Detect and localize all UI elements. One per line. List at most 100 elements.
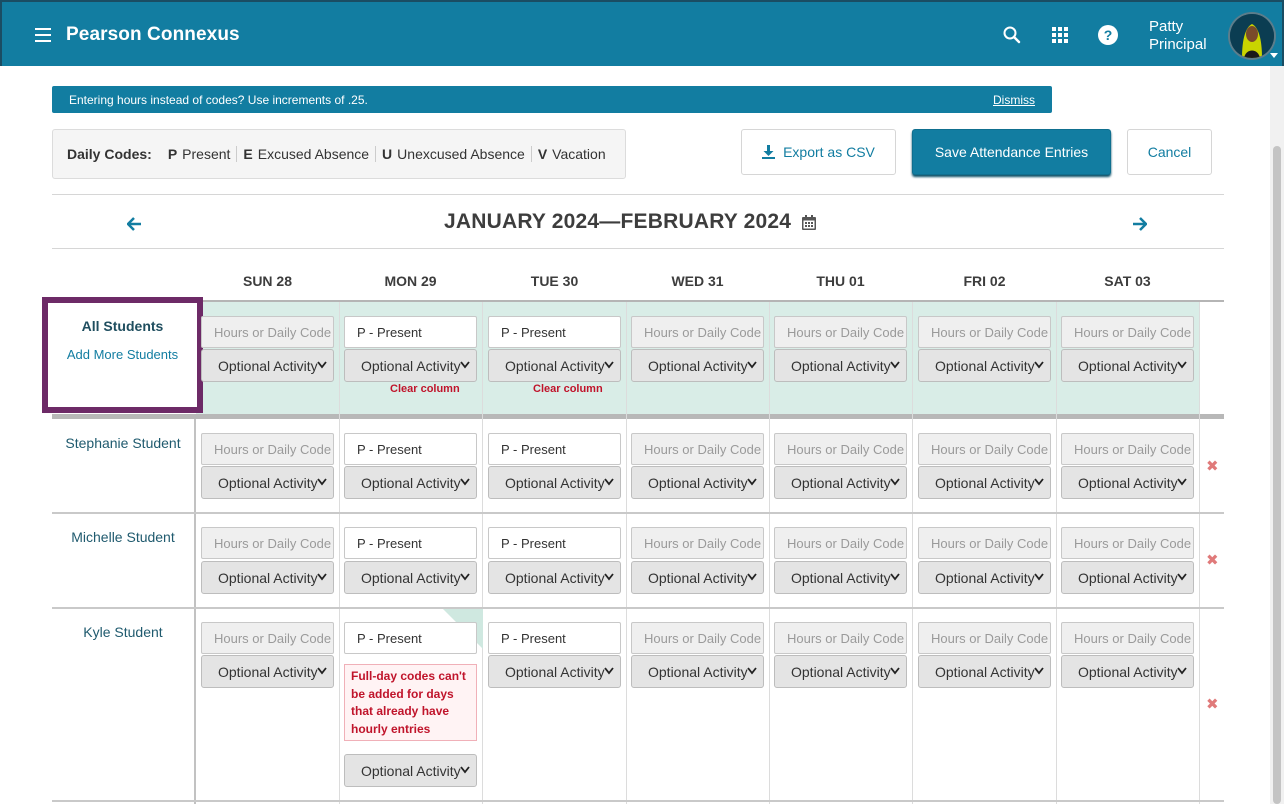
- hours-input[interactable]: [631, 622, 764, 654]
- hours-input[interactable]: [631, 527, 764, 559]
- activity-select[interactable]: Optional Activity: [344, 754, 477, 787]
- remove-student-icon[interactable]: ✖: [1206, 696, 1219, 713]
- clear-column-link[interactable]: Clear column: [390, 383, 460, 395]
- chevron-down-icon[interactable]: [1270, 53, 1278, 58]
- arrow-left-icon[interactable]: [126, 217, 143, 231]
- calendar-icon[interactable]: [802, 215, 816, 235]
- add-more-students-link[interactable]: Add More Students: [66, 347, 179, 362]
- activity-select[interactable]: Optional Activity: [918, 466, 1051, 499]
- activity-select[interactable]: Optional Activity: [344, 466, 477, 499]
- all-students-cell: All Students Add More Students: [42, 297, 203, 413]
- code-excused: E Excused Absence: [236, 146, 375, 162]
- chevron-down-icon: [1177, 667, 1187, 675]
- activity-select[interactable]: Optional Activity: [201, 655, 334, 688]
- save-attendance-button[interactable]: Save Attendance Entries: [912, 129, 1111, 175]
- activity-select[interactable]: Optional Activity: [1061, 655, 1194, 688]
- hours-input[interactable]: [201, 316, 334, 348]
- activity-select[interactable]: Optional Activity: [631, 561, 764, 594]
- activity-select[interactable]: Optional Activity: [201, 349, 334, 382]
- activity-select[interactable]: Optional Activity: [344, 349, 477, 382]
- activity-select[interactable]: Optional Activity: [201, 561, 334, 594]
- activity-select[interactable]: Optional Activity: [774, 466, 907, 499]
- hours-input[interactable]: [918, 527, 1051, 559]
- activity-select[interactable]: Optional Activity: [918, 655, 1051, 688]
- day-header: THU 01: [816, 273, 865, 289]
- hours-input[interactable]: [1061, 316, 1194, 348]
- activity-select[interactable]: Optional Activity: [631, 349, 764, 382]
- hours-input[interactable]: [774, 316, 907, 348]
- chevron-down-icon: [1177, 573, 1187, 581]
- activity-select[interactable]: Optional Activity: [344, 561, 477, 594]
- chevron-down-icon: [317, 573, 327, 581]
- student-name[interactable]: Kyle Student: [83, 624, 163, 640]
- hours-input[interactable]: [774, 527, 907, 559]
- hours-input[interactable]: [631, 316, 764, 348]
- apps-grid-icon[interactable]: [1047, 22, 1073, 48]
- hours-input[interactable]: [918, 316, 1051, 348]
- hours-input[interactable]: [344, 316, 477, 348]
- hours-input[interactable]: [344, 622, 477, 654]
- scrollbar-thumb[interactable]: [1273, 146, 1281, 804]
- hours-input[interactable]: [1061, 433, 1194, 465]
- banner-text: Entering hours instead of codes? Use inc…: [69, 93, 368, 107]
- hours-input[interactable]: [631, 433, 764, 465]
- hours-input[interactable]: [918, 622, 1051, 654]
- chevron-down-icon: [317, 478, 327, 486]
- hours-input[interactable]: [488, 433, 621, 465]
- activity-select[interactable]: Optional Activity: [774, 349, 907, 382]
- search-icon[interactable]: [999, 22, 1025, 48]
- column-divider: [339, 302, 340, 804]
- student-name[interactable]: Michelle Student: [71, 529, 175, 545]
- chevron-down-icon: [747, 478, 757, 486]
- hours-input[interactable]: [918, 433, 1051, 465]
- hours-input[interactable]: [201, 622, 334, 654]
- menu-icon[interactable]: [35, 28, 51, 42]
- activity-select[interactable]: Optional Activity: [774, 655, 907, 688]
- hours-input[interactable]: [201, 433, 334, 465]
- activity-select[interactable]: Optional Activity: [631, 466, 764, 499]
- activity-select[interactable]: Optional Activity: [488, 349, 621, 382]
- hours-input[interactable]: [774, 433, 907, 465]
- day-header: SUN 28: [242, 273, 293, 289]
- codes-label: Daily Codes:: [67, 146, 152, 162]
- hours-input[interactable]: [774, 622, 907, 654]
- activity-select[interactable]: Optional Activity: [918, 561, 1051, 594]
- remove-student-icon[interactable]: ✖: [1206, 552, 1219, 569]
- hours-input[interactable]: [488, 622, 621, 654]
- chevron-down-icon: [604, 573, 614, 581]
- remove-student-icon[interactable]: ✖: [1206, 458, 1219, 475]
- hours-input[interactable]: [344, 433, 477, 465]
- cancel-button[interactable]: Cancel: [1127, 129, 1212, 175]
- activity-select[interactable]: Optional Activity: [488, 655, 621, 688]
- activity-select[interactable]: Optional Activity: [1061, 349, 1194, 382]
- activity-select[interactable]: Optional Activity: [774, 561, 907, 594]
- hours-input[interactable]: [488, 316, 621, 348]
- user-name[interactable]: Patty Principal: [1149, 18, 1207, 54]
- activity-select[interactable]: Optional Activity: [488, 561, 621, 594]
- hours-input[interactable]: [201, 527, 334, 559]
- row-divider: [52, 607, 1224, 609]
- hours-input[interactable]: [1061, 622, 1194, 654]
- dismiss-link[interactable]: Dismiss: [993, 93, 1035, 107]
- activity-select[interactable]: Optional Activity: [631, 655, 764, 688]
- chevron-down-icon: [460, 766, 470, 774]
- student-name[interactable]: Stephanie Student: [65, 435, 181, 451]
- export-csv-button[interactable]: Export as CSV: [741, 129, 896, 175]
- column-divider: [1199, 302, 1200, 804]
- activity-select[interactable]: Optional Activity: [1061, 466, 1194, 499]
- activity-select[interactable]: Optional Activity: [488, 466, 621, 499]
- avatar[interactable]: [1228, 12, 1276, 60]
- hours-input[interactable]: [488, 527, 621, 559]
- hours-input[interactable]: [344, 527, 477, 559]
- chevron-down-icon: [1177, 478, 1187, 486]
- clear-column-link[interactable]: Clear column: [533, 383, 603, 395]
- activity-select[interactable]: Optional Activity: [918, 349, 1051, 382]
- hours-input[interactable]: [1061, 527, 1194, 559]
- help-icon[interactable]: ?: [1095, 22, 1121, 48]
- activity-select[interactable]: Optional Activity: [201, 466, 334, 499]
- arrow-right-icon[interactable]: [1131, 217, 1148, 231]
- app-title[interactable]: Pearson Connexus: [66, 24, 240, 45]
- activity-select[interactable]: Optional Activity: [1061, 561, 1194, 594]
- code-vacation: V Vacation: [530, 146, 612, 162]
- column-divider: [912, 302, 913, 804]
